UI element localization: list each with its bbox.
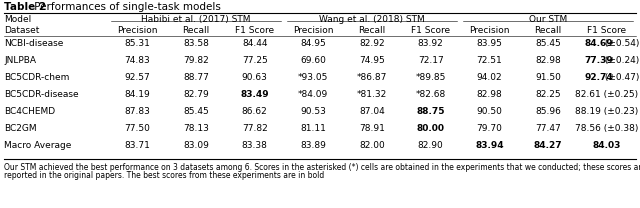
Text: BC5CDR-disease: BC5CDR-disease [4,90,79,99]
Text: 84.03: 84.03 [593,141,621,150]
Text: 92.57: 92.57 [124,73,150,82]
Text: 77.50: 77.50 [124,124,150,133]
Text: 82.00: 82.00 [359,141,385,150]
Text: F1 Score: F1 Score [587,26,626,35]
Text: Recall: Recall [534,26,562,35]
Text: (±0.47): (±0.47) [602,73,639,82]
Text: *86.87: *86.87 [357,73,387,82]
Text: JNLPBA: JNLPBA [4,56,36,65]
Text: 83.71: 83.71 [124,141,150,150]
Text: 74.83: 74.83 [124,56,150,65]
Text: 77.39: 77.39 [585,56,614,65]
Text: 84.69: 84.69 [585,39,613,48]
Text: *93.05: *93.05 [298,73,328,82]
Text: 87.04: 87.04 [359,107,385,116]
Text: 91.50: 91.50 [535,73,561,82]
Text: 77.47: 77.47 [535,124,561,133]
Text: 83.94: 83.94 [475,141,504,150]
Text: F1 Score: F1 Score [411,26,450,35]
Text: 87.83: 87.83 [124,107,150,116]
Text: 84.19: 84.19 [124,90,150,99]
Text: 82.25: 82.25 [535,90,561,99]
Text: *89.85: *89.85 [415,73,446,82]
Text: 81.11: 81.11 [300,124,326,133]
Text: 85.45: 85.45 [535,39,561,48]
Text: 69.60: 69.60 [300,56,326,65]
Text: 83.38: 83.38 [242,141,268,150]
Text: 83.09: 83.09 [183,141,209,150]
Text: 84.95: 84.95 [300,39,326,48]
Text: Wang et al. (2018) STM: Wang et al. (2018) STM [319,15,425,24]
Text: 85.45: 85.45 [183,107,209,116]
Text: 90.63: 90.63 [242,73,268,82]
Text: 80.00: 80.00 [417,124,445,133]
Text: Performances of single-task models: Performances of single-task models [31,2,221,12]
Text: Table 2: Table 2 [4,2,46,12]
Text: Dataset: Dataset [4,26,40,35]
Text: 78.56 (±0.38): 78.56 (±0.38) [575,124,638,133]
Text: Precision: Precision [293,26,333,35]
Text: Precision: Precision [117,26,157,35]
Text: 78.13: 78.13 [183,124,209,133]
Text: NCBI-disease: NCBI-disease [4,39,63,48]
Text: 72.17: 72.17 [418,56,444,65]
Text: 94.02: 94.02 [477,73,502,82]
Text: 84.27: 84.27 [534,141,563,150]
Text: Recall: Recall [358,26,386,35]
Text: reported in the original papers. The best scores from these experiments are in b: reported in the original papers. The bes… [4,171,324,180]
Text: (±0.24): (±0.24) [602,56,639,65]
Text: 90.50: 90.50 [476,107,502,116]
Text: 79.82: 79.82 [183,56,209,65]
Text: *82.68: *82.68 [415,90,446,99]
Text: 90.53: 90.53 [300,107,326,116]
Text: 82.61 (±0.25): 82.61 (±0.25) [575,90,638,99]
Text: 83.58: 83.58 [183,39,209,48]
Text: Our STM achieved the best performance on 3 datasets among 6. Scores in the aster: Our STM achieved the best performance on… [4,163,640,172]
Text: 77.82: 77.82 [242,124,268,133]
Text: (±0.54): (±0.54) [602,39,639,48]
Text: 82.98: 82.98 [535,56,561,65]
Text: Model: Model [4,15,31,24]
Text: Recall: Recall [182,26,210,35]
Text: 82.90: 82.90 [418,141,444,150]
Text: 88.75: 88.75 [417,107,445,116]
Text: 92.74: 92.74 [585,73,614,82]
Text: 83.89: 83.89 [300,141,326,150]
Text: 83.92: 83.92 [418,39,444,48]
Text: 74.95: 74.95 [359,56,385,65]
Text: Our STM: Our STM [529,15,567,24]
Text: 88.19 (±0.23): 88.19 (±0.23) [575,107,638,116]
Text: 85.96: 85.96 [535,107,561,116]
Text: 72.51: 72.51 [476,56,502,65]
Text: 85.31: 85.31 [124,39,150,48]
Text: *84.09: *84.09 [298,90,328,99]
Text: BC5CDR-chem: BC5CDR-chem [4,73,69,82]
Text: Precision: Precision [469,26,509,35]
Text: Habibi et al. (2017) STM: Habibi et al. (2017) STM [141,15,251,24]
Text: *81.32: *81.32 [357,90,387,99]
Text: 83.49: 83.49 [241,90,269,99]
Text: 83.95: 83.95 [476,39,502,48]
Text: 82.98: 82.98 [476,90,502,99]
Text: BC4CHEMD: BC4CHEMD [4,107,55,116]
Text: 77.25: 77.25 [242,56,268,65]
Text: 82.92: 82.92 [359,39,385,48]
Text: 79.70: 79.70 [476,124,502,133]
Text: F1 Score: F1 Score [235,26,274,35]
Text: 86.62: 86.62 [242,107,268,116]
Text: Macro Average: Macro Average [4,141,72,150]
Text: 88.77: 88.77 [183,73,209,82]
Text: 82.79: 82.79 [183,90,209,99]
Text: 78.91: 78.91 [359,124,385,133]
Text: 84.44: 84.44 [242,39,268,48]
Text: BC2GM: BC2GM [4,124,36,133]
